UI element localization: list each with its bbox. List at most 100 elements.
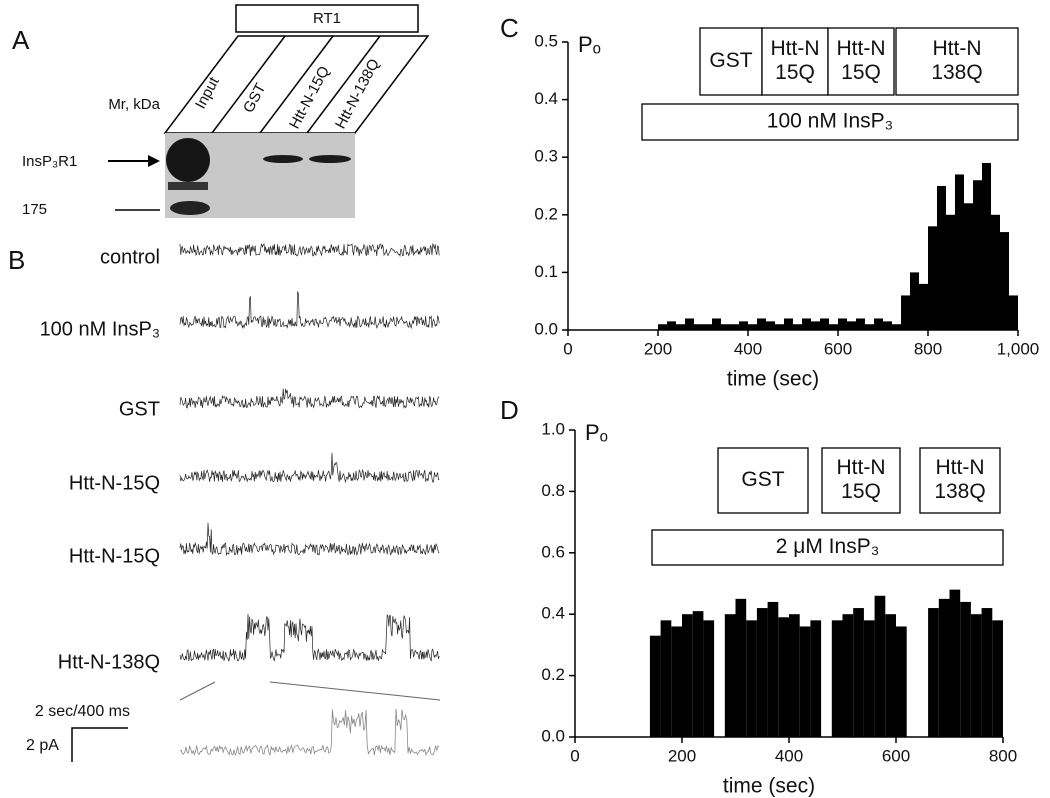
bar (649, 635, 661, 737)
bar (892, 324, 901, 330)
bar (735, 598, 747, 737)
annotation-box (761, 27, 829, 96)
bar (853, 608, 864, 737)
bar (928, 226, 937, 330)
x-axis-title: time (sec) (723, 775, 815, 798)
y-tick-label: 0.4 (534, 89, 558, 108)
bar (667, 321, 676, 330)
band (170, 201, 210, 215)
trace (179, 613, 440, 662)
x-tick-label: 800 (989, 746, 1017, 765)
y-tick-label: 0.2 (534, 204, 558, 223)
bar (982, 162, 991, 330)
annotation: Htt-N (771, 37, 820, 60)
bar (721, 324, 730, 330)
band (166, 138, 210, 182)
bar (1000, 232, 1009, 330)
panel-letter: B (8, 245, 25, 275)
bar (885, 614, 896, 737)
bar (874, 318, 883, 330)
bar (863, 620, 875, 737)
bar (973, 180, 982, 330)
bar (660, 620, 672, 737)
trace-label: Htt-N-15Q (69, 472, 160, 494)
annotation-box (641, 103, 1019, 141)
bar (831, 620, 843, 737)
bar (874, 595, 886, 737)
bar (793, 324, 802, 330)
x-tick-label: 1,000 (997, 339, 1040, 358)
x-tick-label: 400 (775, 746, 803, 765)
bar (960, 601, 971, 737)
bar (919, 283, 928, 330)
y-tick-label: 0.0 (541, 726, 565, 745)
y-tick-label: 0.4 (541, 604, 565, 623)
bar (829, 324, 838, 330)
arrow-head (148, 155, 160, 167)
y-tick-label: 0.2 (541, 665, 565, 684)
bar (730, 324, 739, 330)
trace (179, 388, 440, 409)
bar (810, 620, 822, 737)
lane-divider (306, 35, 381, 134)
band (263, 155, 303, 163)
lane-label: Input (192, 74, 223, 112)
bar (778, 617, 789, 737)
y-tick-label: 0.5 (534, 31, 558, 50)
annotation: 15Q (775, 61, 815, 84)
bar (775, 324, 784, 330)
lane-divider (259, 35, 334, 134)
bar (865, 324, 874, 330)
trace (179, 522, 440, 557)
bar (964, 203, 973, 330)
y-tick-label: 0.0 (534, 319, 558, 338)
bar (1009, 295, 1018, 330)
bar (685, 318, 694, 330)
annotation: GST (741, 468, 784, 491)
bar (896, 626, 907, 737)
bar (756, 608, 768, 737)
scale-bar (71, 727, 128, 762)
bar (748, 324, 757, 330)
y-axis-title: Pₒ (585, 420, 608, 445)
y-tick-label: 1.0 (541, 419, 565, 438)
trace (179, 291, 440, 329)
y-axis-title: Pₒ (578, 32, 601, 57)
bar (789, 614, 800, 737)
bar (928, 608, 939, 737)
annotation: Htt-N (837, 37, 886, 60)
y-tick-label: 0.3 (534, 147, 558, 166)
annotation: Htt-N (936, 456, 985, 479)
group-box (235, 4, 419, 33)
x-tick-label: 600 (824, 339, 852, 358)
x-tick-label: 200 (668, 746, 696, 765)
annotation-box (827, 27, 895, 96)
bar (946, 214, 955, 330)
lane-divider (211, 35, 286, 134)
bar (746, 620, 757, 737)
time-scale: 2 sec/400 ms (35, 703, 130, 720)
panel-letter: A (12, 25, 30, 55)
group-label: RT1 (313, 10, 341, 27)
trace-label: GST (119, 398, 160, 420)
lane-label: Htt-N-15Q (286, 63, 333, 131)
bar (682, 614, 693, 737)
trace (179, 242, 440, 258)
bar (910, 272, 919, 330)
annotation: 15Q (841, 480, 881, 503)
bar (676, 324, 685, 330)
trace (179, 452, 440, 484)
band (168, 182, 208, 190)
current-scale: 2 pA (26, 737, 59, 754)
bar (949, 589, 961, 737)
bar (937, 186, 946, 330)
annotation: 138Q (931, 61, 982, 84)
zoom-line (269, 681, 441, 701)
bar (724, 614, 736, 737)
bar (799, 626, 811, 737)
bar (712, 318, 721, 330)
bar (955, 174, 964, 330)
zoom-trace (179, 708, 440, 757)
annotation-box (895, 27, 1019, 96)
